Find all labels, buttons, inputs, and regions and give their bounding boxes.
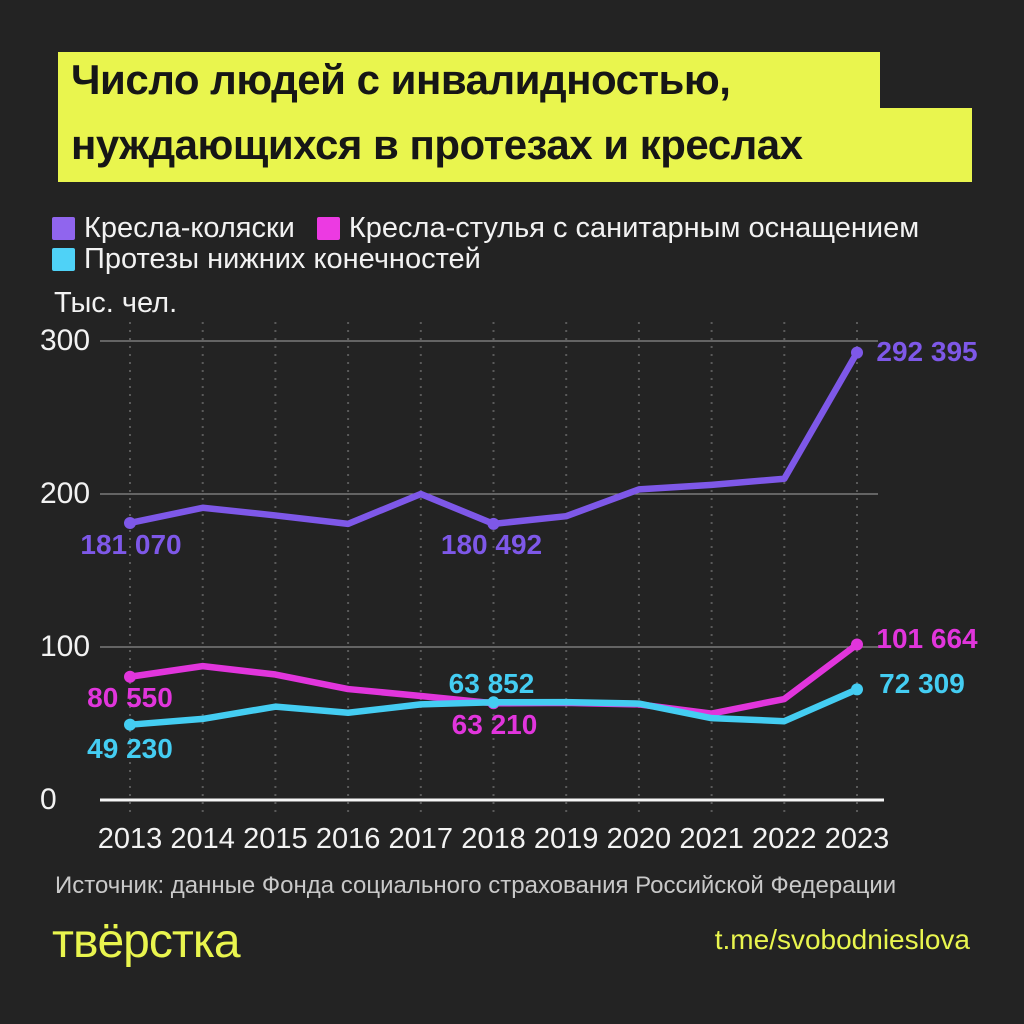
- y-axis-tick-label: 0: [40, 783, 57, 816]
- legend-item: Протезы нижних конечностей: [52, 243, 481, 276]
- chart-legend: Кресла-коляски Кресла-стулья с санитарным…: [52, 211, 941, 276]
- verstka-logo: твёрстка: [52, 915, 241, 968]
- legend-item: Кресла-стулья с санитарным оснащением: [316, 211, 920, 245]
- data-point-marker: [851, 638, 863, 651]
- data-point-marker: [851, 683, 863, 696]
- data-point-marker: [487, 696, 500, 709]
- line-chart: [100, 322, 884, 816]
- x-axis-tick-label: 2013: [97, 823, 163, 855]
- data-point-marker: [124, 670, 136, 683]
- data-point-marker: [851, 346, 863, 359]
- data-point-label: 49 230: [87, 732, 173, 764]
- x-axis-tick-label: 2023: [824, 823, 890, 855]
- legend-swatch-icon: [52, 247, 75, 271]
- x-axis-tick-label: 2018: [461, 823, 526, 855]
- legend-swatch-icon: [316, 216, 340, 240]
- data-point-marker: [124, 718, 136, 731]
- x-axis-tick-label: 2022: [752, 823, 817, 855]
- x-axis-tick-label: 2020: [606, 823, 672, 855]
- data-point-label: 101 664: [876, 623, 978, 655]
- data-point-label: 292 395: [876, 335, 978, 367]
- data-point-label: 63 852: [448, 668, 535, 700]
- page-title-line-1: Число людей с инвалидностью,: [58, 52, 880, 108]
- x-axis-tick-label: 2014: [170, 823, 235, 855]
- data-point-label: 181 070: [80, 528, 182, 560]
- x-axis-tick-label: 2019: [533, 823, 599, 855]
- x-axis-tick-label: 2015: [243, 823, 308, 855]
- data-point-label: 180 492: [440, 528, 543, 560]
- y-axis-tick-label: 300: [40, 324, 91, 357]
- legend-label: Кресла-коляски: [84, 211, 295, 244]
- telegram-link[interactable]: t.me/svobodnieslova: [714, 924, 970, 955]
- legend-label: Кресла-стулья с санитарным оснащением: [348, 211, 920, 244]
- source-caption: Источник: данные Фонда социального страх…: [55, 872, 897, 899]
- data-point-label: 80 550: [87, 681, 173, 713]
- x-axis-tick-label: 2016: [315, 823, 381, 855]
- legend-swatch-icon: [52, 216, 75, 240]
- title-block: Число людей с инвалидностью, нуждающихся…: [58, 52, 972, 182]
- data-point-label: 72 309: [879, 668, 965, 700]
- y-axis-unit-label: Тыс. чел.: [54, 287, 178, 319]
- y-axis-tick-label: 100: [40, 630, 91, 663]
- x-axis-tick-label: 2017: [388, 823, 454, 855]
- legend-label: Протезы нижних конечностей: [84, 242, 481, 275]
- y-axis-tick-label: 200: [40, 477, 91, 510]
- legend-row-2: Протезы нижних конечностей: [52, 243, 941, 276]
- page-title-line-2: нуждающихся в протезах и креслах: [58, 108, 972, 182]
- x-axis-tick-label: 2021: [679, 823, 744, 855]
- legend-item: Кресла-коляски: [52, 212, 295, 245]
- data-point-marker: [487, 517, 500, 530]
- data-point-marker: [124, 516, 136, 529]
- data-point-label: 63 210: [451, 709, 538, 741]
- legend-row-1: Кресла-коляски Кресла-стулья с санитарным…: [52, 211, 941, 245]
